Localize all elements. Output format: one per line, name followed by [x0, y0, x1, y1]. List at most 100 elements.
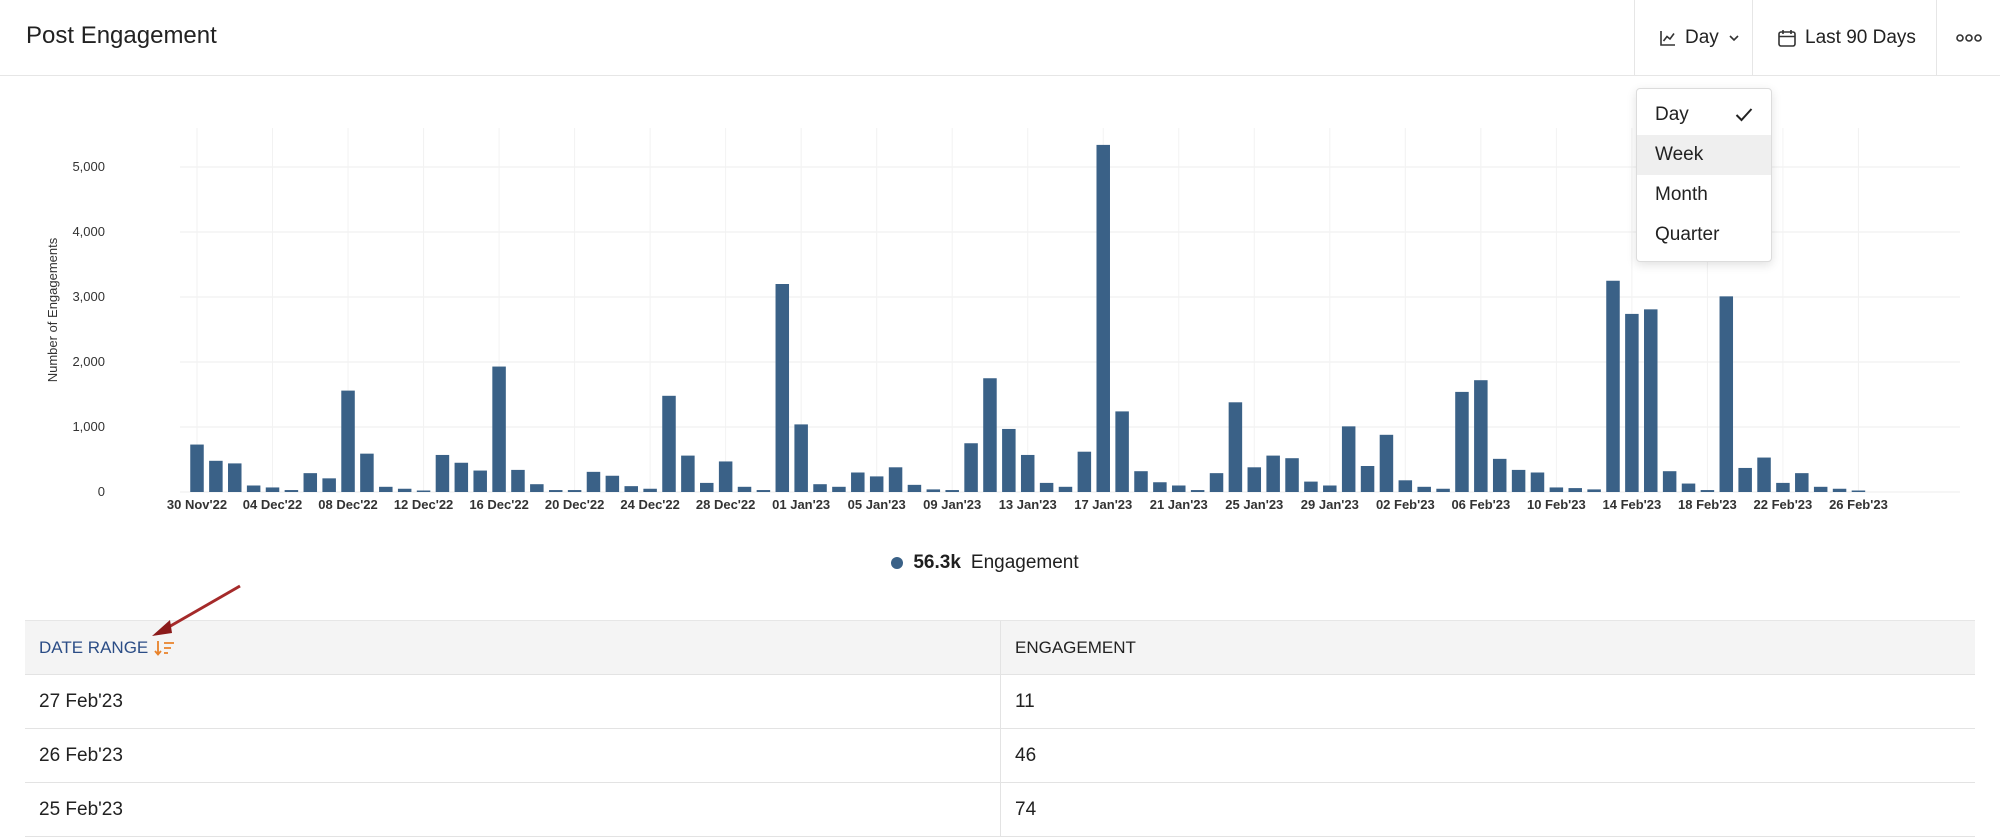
chart-bar[interactable]	[1247, 467, 1262, 492]
chart-bar[interactable]	[1813, 486, 1828, 492]
chart-bar[interactable]	[1341, 426, 1356, 492]
chart-bar[interactable]	[926, 489, 941, 492]
chart-bar[interactable]	[1662, 471, 1677, 492]
chart-bar[interactable]	[1398, 480, 1413, 492]
chart-bar[interactable]	[1606, 280, 1620, 492]
chart-bar[interactable]	[1851, 490, 1866, 493]
chart-bar[interactable]	[190, 444, 204, 492]
chart-legend[interactable]: 56.3k Engagement	[0, 552, 1970, 574]
engagement-column-header[interactable]: ENGAGEMENT	[1000, 621, 1975, 674]
chart-bar[interactable]	[1153, 482, 1167, 492]
chart-bar[interactable]	[700, 482, 714, 492]
chart-bar[interactable]	[1738, 467, 1752, 492]
chart-bar[interactable]	[1700, 490, 1715, 492]
chart-bar[interactable]	[964, 443, 978, 492]
chart-bar[interactable]	[360, 453, 374, 492]
chart-bar[interactable]	[1436, 488, 1450, 492]
more-options-button[interactable]	[1936, 0, 2000, 76]
chart-bar[interactable]	[1757, 457, 1771, 492]
chart-bar[interactable]	[1020, 454, 1035, 492]
chart-bar[interactable]	[1530, 472, 1545, 493]
chart-bar[interactable]	[1096, 144, 1110, 492]
chart-bar[interactable]	[265, 487, 280, 492]
chart-bar[interactable]	[1644, 309, 1658, 492]
chart-bar[interactable]	[209, 460, 223, 492]
chart-bar[interactable]	[1209, 473, 1224, 492]
table-row[interactable]: 25 Feb'23 74	[25, 783, 1975, 837]
chart-bar[interactable]	[1719, 296, 1734, 492]
chart-bar[interactable]	[379, 486, 393, 492]
chart-bar[interactable]	[473, 470, 487, 492]
dropdown-item-week[interactable]: Week	[1637, 135, 1771, 175]
chart-bar[interactable]	[832, 486, 846, 492]
chart-bar[interactable]	[1228, 402, 1243, 492]
chart-bar[interactable]	[1134, 471, 1148, 492]
chart-bar[interactable]	[1172, 485, 1186, 493]
chart-bar[interactable]	[1266, 455, 1280, 492]
date-range-column-header[interactable]: DATE RANGE	[25, 621, 1000, 674]
chart-bar[interactable]	[1190, 490, 1205, 492]
chart-bar[interactable]	[756, 490, 771, 492]
sort-descending-icon[interactable]	[154, 639, 176, 657]
chart-bar[interactable]	[794, 424, 808, 492]
chart-bar[interactable]	[1681, 483, 1696, 492]
chart-bar[interactable]	[1285, 458, 1299, 492]
chart-bar[interactable]	[1077, 451, 1092, 492]
chart-bar[interactable]	[1039, 482, 1054, 492]
chart-bar[interactable]	[907, 484, 922, 492]
dropdown-item-quarter[interactable]: Quarter	[1637, 215, 1771, 255]
chart-bar[interactable]	[983, 378, 997, 492]
chart-bar[interactable]	[1002, 428, 1016, 492]
chart-bar[interactable]	[492, 366, 506, 492]
chart-bar[interactable]	[1058, 486, 1073, 492]
chart-bar[interactable]	[454, 462, 469, 492]
chart-bar[interactable]	[1549, 487, 1564, 492]
chart-bar[interactable]	[1455, 391, 1469, 492]
dropdown-item-month[interactable]: Month	[1637, 175, 1771, 215]
chart-bar[interactable]	[511, 469, 525, 492]
chart-bar[interactable]	[869, 476, 884, 492]
chart-bar[interactable]	[548, 490, 563, 492]
chart-bar[interactable]	[397, 488, 412, 492]
chart-bar[interactable]	[945, 490, 959, 492]
chart-bar[interactable]	[435, 454, 450, 492]
dropdown-item-day[interactable]: Day	[1637, 95, 1771, 135]
chart-bar[interactable]	[681, 455, 695, 492]
date-range-selector[interactable]: Last 90 Days	[1752, 0, 1936, 76]
chart-bar[interactable]	[322, 478, 336, 492]
chart-bar[interactable]	[1417, 486, 1431, 492]
chart-bar[interactable]	[1492, 458, 1507, 492]
chart-bar[interactable]	[605, 475, 620, 492]
chart-bar[interactable]	[567, 490, 582, 492]
chart-bar[interactable]	[586, 471, 601, 492]
table-row[interactable]: 26 Feb'23 46	[25, 729, 1975, 783]
chart-bar[interactable]	[1304, 481, 1318, 492]
chart-bar[interactable]	[1511, 469, 1526, 492]
chart-bar[interactable]	[624, 486, 638, 492]
chart-bar[interactable]	[1625, 313, 1639, 492]
chart-bar[interactable]	[1568, 488, 1582, 492]
granularity-selector[interactable]: Day	[1634, 0, 1752, 76]
chart-bar[interactable]	[662, 395, 676, 492]
chart-bar[interactable]	[1474, 380, 1488, 492]
chart-bar[interactable]	[851, 472, 865, 493]
chart-bar[interactable]	[228, 463, 242, 492]
chart-bar[interactable]	[1379, 434, 1394, 492]
chart-bar[interactable]	[341, 390, 355, 492]
chart-bar[interactable]	[1360, 466, 1375, 492]
chart-bar[interactable]	[718, 461, 733, 492]
chart-bar[interactable]	[737, 486, 752, 492]
chart-bar[interactable]	[1832, 488, 1847, 492]
chart-bar[interactable]	[416, 490, 431, 493]
chart-bar[interactable]	[1776, 482, 1790, 492]
chart-bar[interactable]	[643, 488, 657, 492]
chart-bar[interactable]	[1115, 411, 1129, 492]
chart-bar[interactable]	[813, 484, 827, 492]
chart-bar[interactable]	[1587, 489, 1601, 492]
chart-bar[interactable]	[530, 484, 544, 492]
chart-bar[interactable]	[1795, 473, 1809, 492]
chart-bar[interactable]	[284, 490, 299, 492]
chart-bar[interactable]	[888, 467, 903, 492]
chart-bar[interactable]	[1323, 485, 1337, 493]
table-row[interactable]: 27 Feb'23 11	[25, 675, 1975, 729]
